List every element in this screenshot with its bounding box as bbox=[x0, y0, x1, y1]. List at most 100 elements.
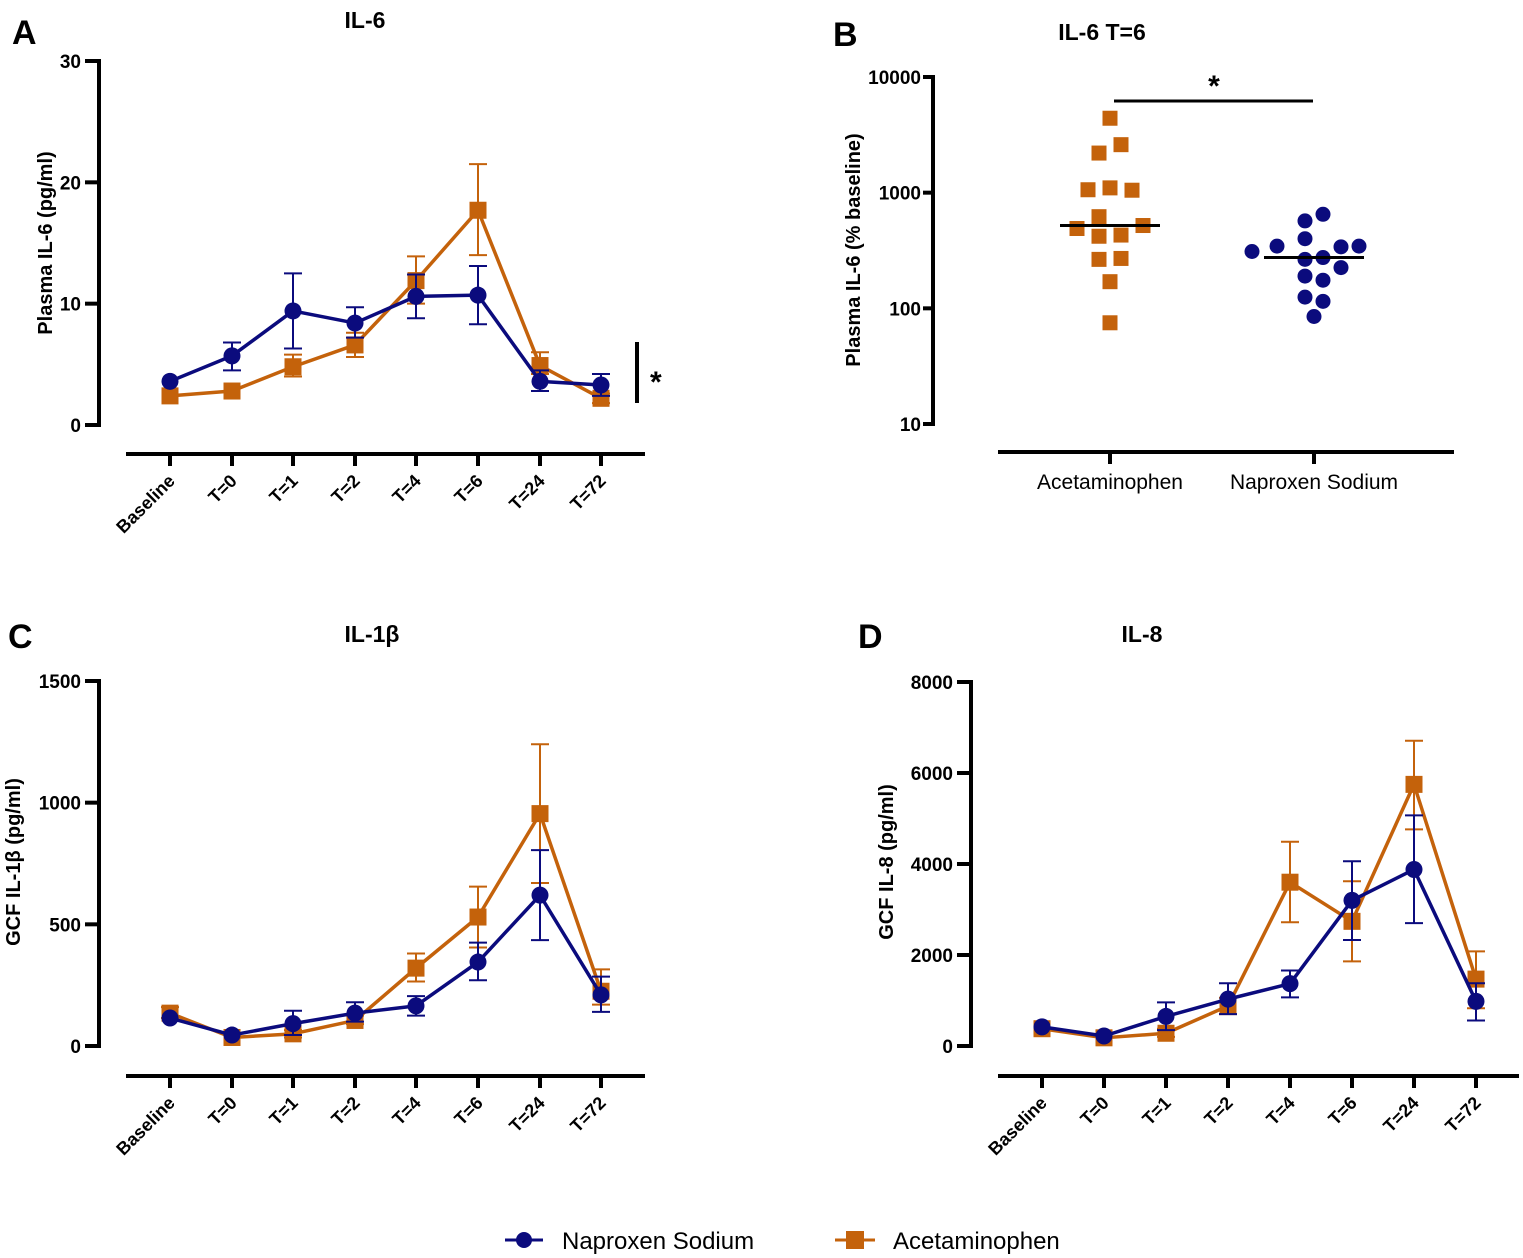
panel-b-point-naproxen-sodium bbox=[1269, 238, 1285, 254]
panel-a-point-naproxen-sodium-t-72 bbox=[592, 376, 610, 394]
panel-a-x-tick-label-t-1: T=1 bbox=[265, 471, 301, 507]
panel-d-il8-timecourse: D IL-8 GCF IL-8 (pg/ml) 0 2000 4000 6000 800… bbox=[858, 618, 1519, 1159]
panel-a-point-naproxen-sodium-t-2 bbox=[346, 314, 364, 332]
panel-d-x-tick-label-t-0: T=0 bbox=[1076, 1093, 1112, 1129]
panel-b-point-naproxen-sodium bbox=[1315, 272, 1331, 288]
panel-b-point-acetaminophen bbox=[1102, 110, 1118, 126]
panel-b-point-acetaminophen bbox=[1113, 227, 1129, 243]
panel-a-significance-star: * bbox=[650, 366, 662, 399]
panel-b-point-acetaminophen bbox=[1091, 228, 1107, 244]
panel-d-x-tick-label-t-6: T=6 bbox=[1324, 1093, 1360, 1129]
panel-d-x-tick-label-t-72: T=72 bbox=[1441, 1093, 1485, 1137]
legend-circle-marker-icon bbox=[516, 1232, 532, 1248]
panel-d-title: IL-8 bbox=[1122, 621, 1163, 647]
panel-a-point-acetaminophen-t-6 bbox=[469, 201, 487, 219]
panel-c-y-axis-label: GCF IL-1β (pg/ml) bbox=[3, 778, 25, 946]
panel-b-significance-star: * bbox=[1208, 70, 1220, 103]
panel-d-point-acetaminophen-t-24 bbox=[1405, 775, 1423, 793]
panel-d-point-acetaminophen-t-4 bbox=[1281, 873, 1299, 891]
panel-a-point-acetaminophen-t-72 bbox=[592, 389, 610, 407]
panel-a-point-naproxen-sodium-t-0 bbox=[223, 347, 241, 365]
panel-d-series-acetaminophen bbox=[1033, 739, 1485, 1047]
panel-c-point-naproxen-sodium-t-2 bbox=[346, 1004, 364, 1022]
panel-a-point-naproxen-sodium-t-4 bbox=[407, 287, 425, 305]
panel-a-x-axis: Baseline T=0 T=1 T=2 T=4 T=6 T=24 T=72 bbox=[112, 452, 645, 538]
panel-b-point-naproxen-sodium bbox=[1297, 289, 1313, 305]
panel-a-point-acetaminophen-baseline bbox=[161, 387, 179, 405]
legend-label-acetaminophen: Acetaminophen bbox=[893, 1228, 1060, 1255]
panel-b-point-naproxen-sodium bbox=[1351, 238, 1367, 254]
panel-c-x-tick-label-t-72: T=72 bbox=[566, 1093, 610, 1137]
panel-d-series-line-acetaminophen bbox=[1041, 782, 1478, 1040]
panel-d-x-tick-label-baseline: Baseline bbox=[984, 1093, 1051, 1160]
legend-item-acetaminophen: Acetaminophen bbox=[835, 1228, 1060, 1255]
panel-b-point-naproxen-sodium bbox=[1306, 308, 1322, 324]
panel-b-point-naproxen-sodium bbox=[1333, 260, 1349, 276]
panel-d-y-tick-label: 4000 bbox=[911, 855, 953, 876]
panel-b-point-acetaminophen bbox=[1102, 180, 1118, 196]
panel-c-title: IL-1β bbox=[345, 621, 400, 647]
panel-d-y-tick-label: 8000 bbox=[911, 673, 953, 694]
panel-b-point-acetaminophen bbox=[1091, 251, 1107, 267]
panel-b-point-acetaminophen bbox=[1080, 182, 1096, 198]
legend: Naproxen Sodium Acetaminophen bbox=[505, 1228, 1060, 1255]
panel-d-series-line-naproxen-sodium bbox=[1041, 867, 1478, 1038]
panel-b-y-tick-label: 10 bbox=[900, 415, 921, 436]
panel-d-series-naproxen-sodium bbox=[1033, 814, 1485, 1045]
panel-c-series-naproxen-sodium bbox=[161, 849, 610, 1044]
panel-d-point-naproxen-sodium-t-6 bbox=[1343, 891, 1361, 909]
panel-d-y-tick-label: 0 bbox=[942, 1037, 953, 1058]
panel-b-y-axis: 10 100 1000 10000 bbox=[868, 68, 935, 436]
panel-b-point-acetaminophen bbox=[1113, 137, 1129, 153]
panel-c-y-tick-label: 1500 bbox=[39, 672, 81, 693]
panel-c-point-naproxen-sodium-t-0 bbox=[223, 1026, 241, 1044]
panel-a-point-acetaminophen-t-2 bbox=[346, 336, 364, 354]
panel-d-point-naproxen-sodium-t-2 bbox=[1219, 990, 1237, 1008]
panel-a-y-tick-label: 20 bbox=[60, 173, 81, 194]
panel-a-x-tick-label-baseline: Baseline bbox=[112, 471, 179, 538]
panel-d-point-naproxen-sodium-t-0 bbox=[1095, 1027, 1113, 1045]
panel-d-point-naproxen-sodium-t-1 bbox=[1157, 1007, 1175, 1025]
panel-a-series-line-acetaminophen bbox=[169, 208, 602, 400]
panel-letter-c: C bbox=[8, 618, 33, 656]
panel-b-point-naproxen-sodium bbox=[1315, 293, 1331, 309]
panel-letter-d: D bbox=[858, 618, 883, 656]
panel-b-y-tick-label: 1000 bbox=[879, 184, 921, 205]
panel-a-il6-timecourse: A IL-6 Plasma IL-6 (pg/ml) 0 10 20 30 Basel… bbox=[12, 7, 662, 537]
panel-c-y-tick-label: 500 bbox=[49, 915, 81, 936]
panel-d-point-naproxen-sodium-t-4 bbox=[1281, 975, 1299, 993]
panel-a-x-tick-label-t-0: T=0 bbox=[204, 471, 240, 507]
panel-d-point-naproxen-sodium-t-72 bbox=[1467, 992, 1485, 1010]
panel-b-point-naproxen-sodium bbox=[1244, 243, 1260, 259]
panel-b-point-naproxen-sodium bbox=[1297, 268, 1313, 284]
panel-c-point-naproxen-sodium-baseline bbox=[161, 1009, 179, 1027]
panel-c-x-axis: Baseline T=0 T=1 T=2 T=4 T=6 T=24 T=72 bbox=[112, 1074, 645, 1160]
panel-c-il1b-timecourse: C IL-1β GCF IL-1β (pg/ml) 0 500 1000 1500 B… bbox=[3, 618, 645, 1159]
panel-d-x-tick-label-t-24: T=24 bbox=[1379, 1093, 1423, 1137]
panel-b-point-naproxen-sodium bbox=[1297, 251, 1313, 267]
panel-d-point-naproxen-sodium-baseline bbox=[1033, 1018, 1051, 1036]
panel-b-title: IL-6 T=6 bbox=[1058, 19, 1146, 45]
panel-c-x-tick-label-baseline: Baseline bbox=[112, 1093, 179, 1160]
panel-a-plot-area bbox=[161, 163, 610, 407]
panel-b-point-acetaminophen bbox=[1091, 209, 1107, 225]
panel-c-series-line-naproxen-sodium bbox=[169, 893, 603, 1037]
panel-c-point-acetaminophen-t-24 bbox=[531, 805, 549, 823]
panel-b-y-tick-label: 10000 bbox=[868, 68, 921, 89]
panel-a-series-naproxen-sodium bbox=[161, 265, 610, 397]
panel-c-y-tick-label: 1000 bbox=[39, 794, 81, 815]
panel-d-y-axis: 0 2000 4000 6000 8000 bbox=[911, 673, 973, 1058]
panel-a-y-axis: 0 10 20 30 bbox=[60, 52, 101, 437]
panel-b-x-category-label-acetaminophen: Acetaminophen bbox=[1037, 471, 1183, 494]
panel-d-point-naproxen-sodium-t-24 bbox=[1405, 860, 1423, 878]
panel-a-point-naproxen-sodium-t-24 bbox=[531, 372, 549, 390]
panel-c-x-tick-label-t-1: T=1 bbox=[265, 1093, 301, 1129]
panel-b-il6-t6-scatter: B IL-6 T=6 Plasma IL-6 (% baseline) 1010… bbox=[833, 16, 1454, 494]
panel-c-x-tick-label-t-4: T=4 bbox=[388, 1093, 424, 1129]
panel-b-point-acetaminophen bbox=[1102, 274, 1118, 290]
panel-d-point-acetaminophen-t-1 bbox=[1157, 1024, 1175, 1042]
panel-a-y-axis-label: Plasma IL-6 (pg/ml) bbox=[35, 151, 57, 334]
panel-letter-a: A bbox=[12, 14, 37, 52]
panel-d-y-axis-label: GCF IL-8 (pg/ml) bbox=[876, 784, 898, 940]
panel-b-y-axis-label: Plasma IL-6 (% baseline) bbox=[843, 133, 865, 366]
